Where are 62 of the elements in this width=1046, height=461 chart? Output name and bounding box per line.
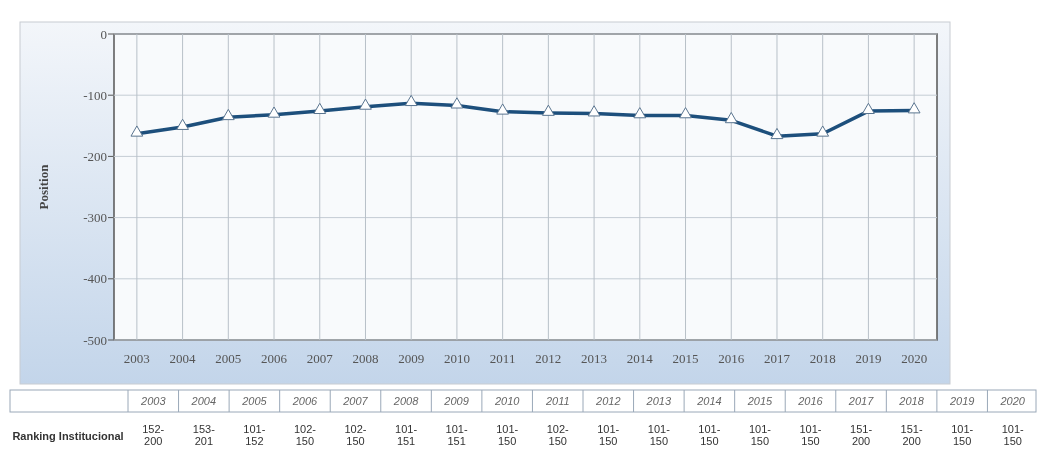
text: 2019 [948,395,975,407]
text: 102-150 [293,423,317,448]
text: 102-150 [546,423,570,448]
text: 152-200 [142,423,165,448]
text: Ranking Institucional [12,430,124,442]
text: 2009 [443,395,469,407]
y-tick-label: -200 [83,148,107,164]
x-tick-label: 2018 [809,351,836,366]
text: 2006 [291,395,319,407]
x-tick-label: 2009 [398,351,425,366]
text: 101-151 [445,423,468,448]
x-tick-label: 2006 [261,351,288,366]
text: 2004 [190,395,217,407]
x-tick-label: 2011 [489,351,516,366]
text: 2016 [797,395,824,407]
text: 2014 [696,395,722,407]
text: 2017 [847,395,875,407]
text: 101-150 [951,423,974,448]
text: 101-150 [647,423,671,448]
text: 153-201 [192,423,216,448]
x-tick-label: 2012 [535,351,562,366]
x-tick-label: 2003 [123,351,150,366]
text: 2020 [999,395,1026,407]
x-tick-label: 2013 [581,351,608,366]
x-tick-label: 2015 [672,351,699,366]
text: 2007 [342,395,369,407]
y-tick-label: -400 [83,271,107,287]
x-tick-label: 2019 [855,351,882,366]
y-tick-label: -300 [83,210,107,226]
y-axis-title: Position [36,163,51,210]
text: 151-200 [850,423,873,448]
y-tick-label: 0 [100,26,107,42]
x-tick-label: 2017 [763,351,791,366]
x-tick-label: 2005 [215,351,242,366]
text: 2003 [140,395,167,407]
x-tick-label: 2008 [352,351,379,366]
text: 2008 [392,395,420,407]
x-tick-label: 2010 [443,351,470,366]
y-tick-label: -100 [83,87,107,103]
x-tick-label: 2014 [626,351,654,366]
x-tick-label: 2007 [306,351,334,366]
x-tick-label: 2016 [718,351,745,366]
x-tick-label: 2020 [901,351,928,366]
text: 101-152 [243,423,266,448]
text: 151-200 [900,423,923,448]
text: 101-150 [496,423,519,448]
text: 2011 [544,395,570,407]
text: 102-150 [344,423,367,448]
text: 2013 [645,395,672,407]
text: 101-150 [698,423,721,448]
text: 2015 [746,395,774,407]
text: 101-150 [1001,423,1025,448]
y-tick-label: -500 [83,332,107,348]
text: 101-150 [597,423,620,448]
text: 2018 [898,395,925,407]
text: 101-150 [748,423,772,448]
x-tick-label: 2004 [169,351,197,366]
text: 2012 [595,395,621,407]
text: 101-150 [799,423,822,448]
text: 2010 [493,395,521,407]
text: 2005 [241,395,268,407]
text: 101-151 [395,423,418,448]
